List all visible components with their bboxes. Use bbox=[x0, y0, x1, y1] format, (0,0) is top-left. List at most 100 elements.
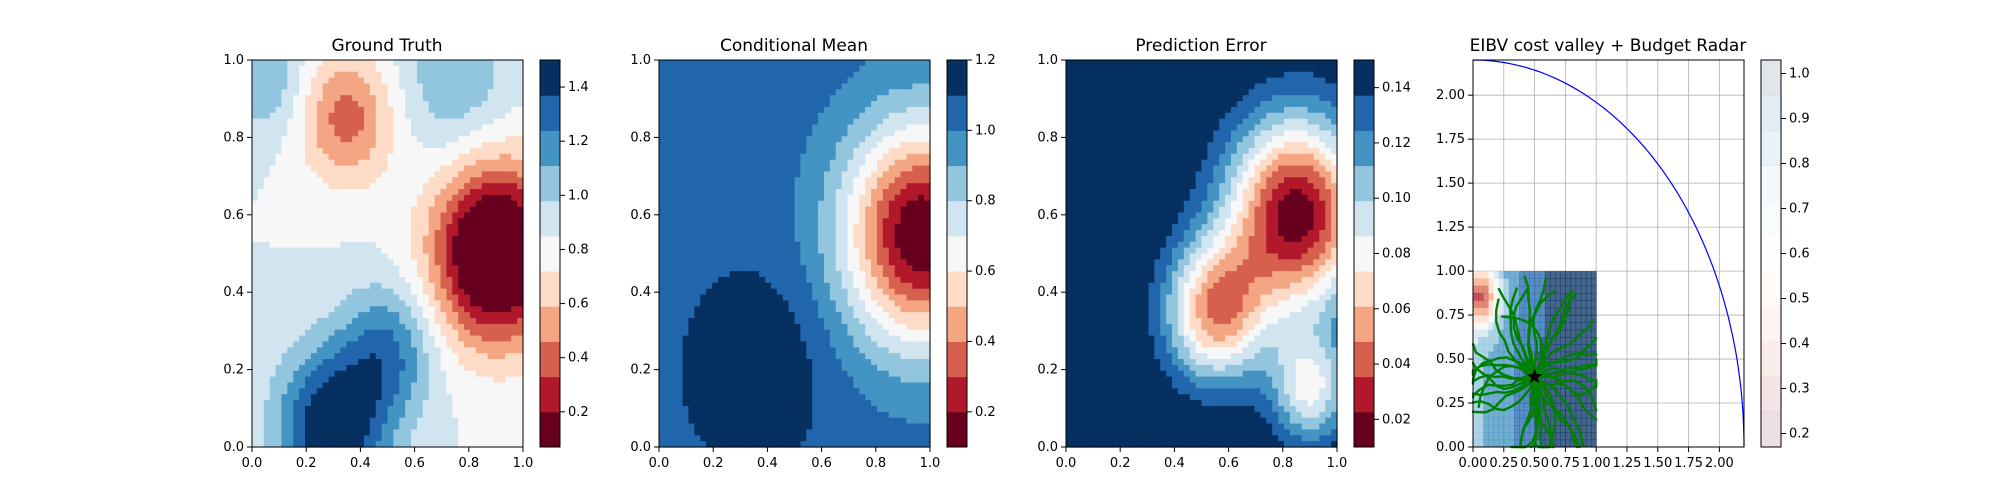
contour-cell bbox=[405, 300, 412, 307]
contour-cell bbox=[806, 259, 813, 266]
contour-cell bbox=[812, 405, 819, 413]
contour-cell bbox=[322, 77, 330, 85]
contour-cell bbox=[753, 71, 760, 79]
contour-cell bbox=[305, 77, 312, 85]
contour-cell bbox=[458, 153, 465, 161]
contour-cell bbox=[694, 177, 701, 184]
contour-cell bbox=[818, 171, 825, 178]
contour-cell bbox=[670, 300, 678, 307]
contour-cell bbox=[676, 382, 684, 389]
contour-cell bbox=[310, 282, 318, 290]
contour-cell bbox=[464, 288, 471, 296]
contour-cell bbox=[664, 136, 672, 143]
contour-cell bbox=[800, 77, 807, 85]
contour-cell bbox=[358, 171, 365, 178]
contour-cell bbox=[399, 429, 406, 436]
contour-cell bbox=[322, 101, 330, 108]
contour-cell bbox=[741, 130, 748, 137]
contour-cell bbox=[263, 388, 271, 395]
contour-cell bbox=[269, 200, 277, 208]
contour-cell bbox=[305, 147, 312, 155]
contour-cell bbox=[316, 171, 324, 178]
contour-cell bbox=[741, 89, 748, 96]
contour-cell bbox=[770, 194, 778, 202]
contour-cell bbox=[393, 124, 400, 131]
contour-cell bbox=[511, 165, 518, 173]
contour-cell bbox=[305, 271, 312, 278]
contour-cell bbox=[428, 329, 436, 337]
contour-cell bbox=[387, 235, 394, 243]
contour-cell bbox=[416, 206, 424, 214]
contour-cell bbox=[676, 153, 684, 161]
contour-cell bbox=[328, 124, 336, 131]
contour-cell bbox=[759, 376, 766, 384]
contour-cell bbox=[676, 353, 684, 360]
contour-cell bbox=[334, 353, 341, 360]
contour-cell bbox=[700, 323, 707, 331]
contour-cell bbox=[723, 294, 731, 302]
contour-cell bbox=[375, 89, 383, 96]
contour-cell bbox=[334, 294, 341, 302]
contour-cell bbox=[753, 347, 760, 354]
contour-cell bbox=[511, 376, 518, 384]
contour-cell bbox=[670, 218, 678, 225]
contour-cell bbox=[770, 106, 778, 114]
contour-cell bbox=[322, 441, 330, 448]
contour-cell bbox=[458, 147, 465, 155]
contour-cell bbox=[753, 183, 760, 190]
contour-cell bbox=[458, 159, 465, 167]
contour-cell bbox=[782, 353, 790, 360]
contour-cell bbox=[735, 359, 743, 366]
contour-cell bbox=[252, 106, 259, 114]
contour-cell bbox=[399, 323, 406, 331]
contour-cell bbox=[759, 106, 766, 114]
contour-cell bbox=[411, 300, 418, 307]
contour-cell bbox=[263, 235, 271, 243]
contour-cell bbox=[794, 124, 801, 131]
contour-cell bbox=[664, 189, 672, 196]
contour-cell bbox=[765, 95, 772, 102]
contour-cell bbox=[664, 417, 672, 425]
contour-cell bbox=[411, 423, 418, 431]
contour-cell bbox=[352, 95, 359, 102]
contour-cell bbox=[765, 347, 772, 354]
contour-cell bbox=[381, 353, 389, 360]
contour-cell bbox=[293, 95, 300, 102]
contour-cell bbox=[375, 388, 383, 395]
contour-cell bbox=[818, 435, 825, 442]
contour-cell bbox=[776, 241, 784, 249]
contour-cell bbox=[287, 77, 294, 85]
contour-cell bbox=[765, 171, 772, 178]
contour-cell bbox=[700, 306, 707, 313]
contour-cell bbox=[676, 101, 684, 108]
contour-cell bbox=[305, 423, 312, 431]
contour-cell bbox=[776, 106, 784, 114]
contour-cell bbox=[252, 241, 259, 249]
contour-cell bbox=[305, 347, 312, 354]
contour-cell bbox=[765, 77, 772, 85]
contour-cell bbox=[305, 253, 312, 260]
contour-cell bbox=[334, 388, 341, 395]
contour-cell bbox=[434, 253, 442, 260]
contour-cell bbox=[405, 247, 412, 255]
contour-cell bbox=[293, 200, 300, 208]
contour-cell bbox=[812, 95, 819, 102]
contour-cell bbox=[458, 235, 465, 243]
contour-cell bbox=[782, 441, 790, 448]
contour-cell bbox=[475, 253, 483, 260]
contour-cell bbox=[729, 312, 737, 319]
contour-cell bbox=[729, 112, 737, 120]
contour-cell bbox=[729, 206, 737, 214]
contour-cell bbox=[346, 370, 353, 378]
contour-cell bbox=[511, 294, 518, 302]
contour-cell bbox=[706, 130, 713, 137]
contour-cell bbox=[806, 423, 813, 431]
contour-cell bbox=[340, 183, 347, 190]
contour-cell bbox=[310, 159, 318, 167]
contour-cell bbox=[346, 183, 353, 190]
contour-cell bbox=[499, 265, 506, 272]
contour-cell bbox=[806, 388, 813, 395]
contour-cell bbox=[812, 230, 819, 237]
contour-cell bbox=[275, 364, 283, 372]
contour-cell bbox=[753, 306, 760, 313]
